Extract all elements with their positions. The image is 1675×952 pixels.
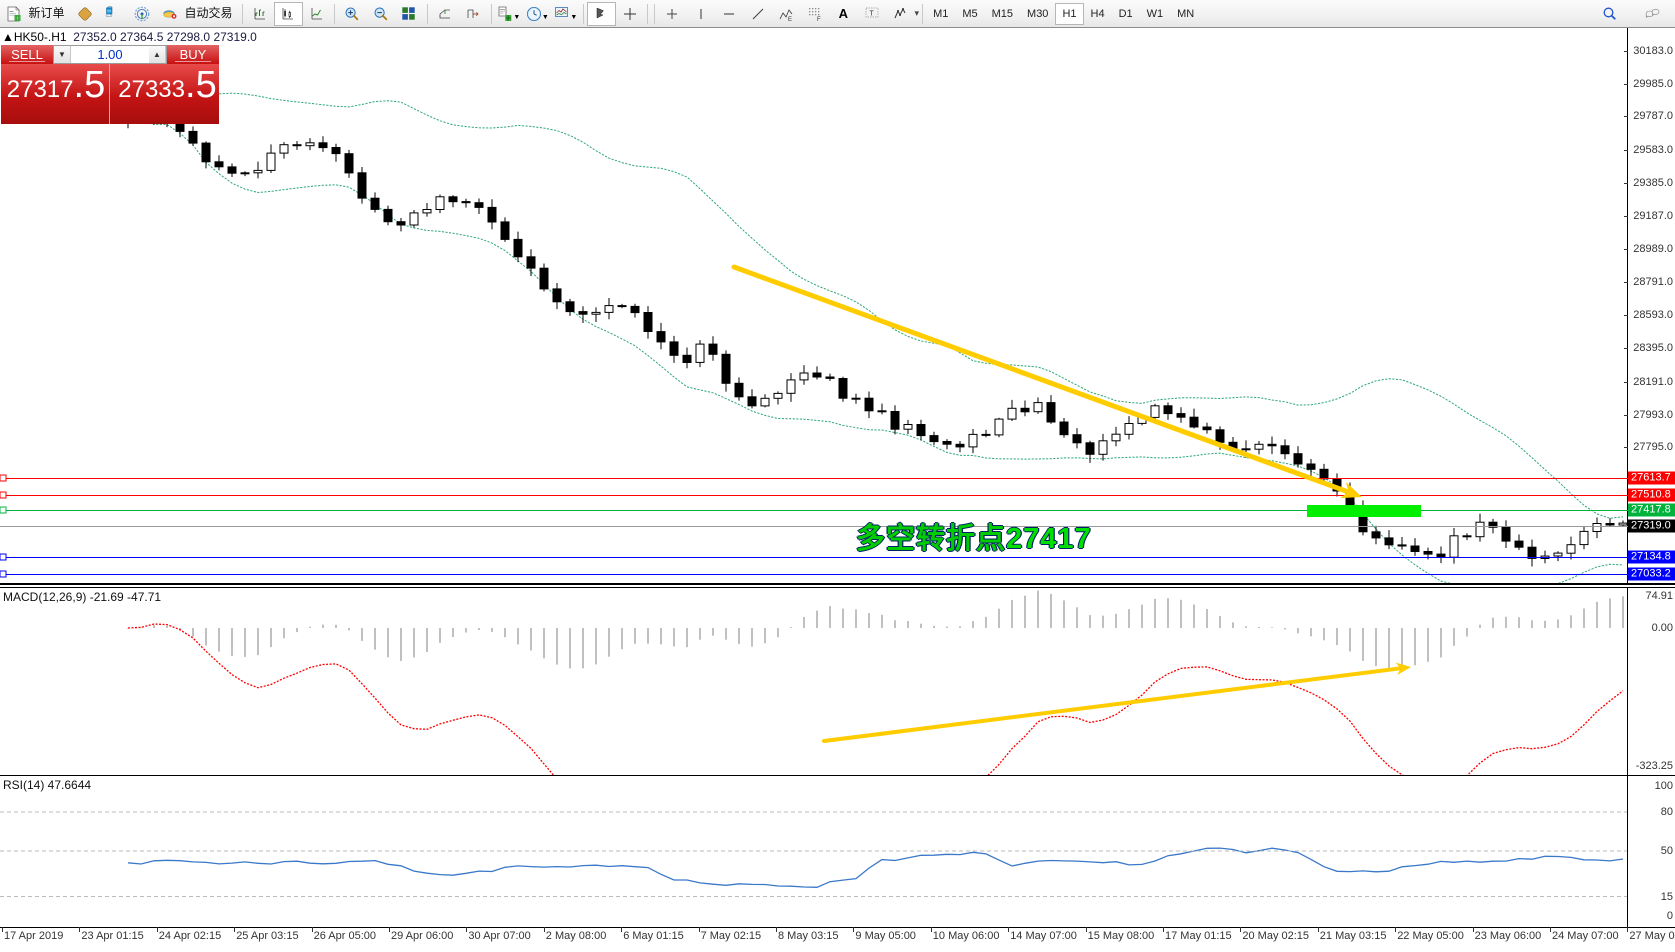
svg-text:E: E: [788, 17, 792, 22]
svg-text:T: T: [869, 10, 874, 17]
svg-text:F: F: [817, 17, 821, 22]
